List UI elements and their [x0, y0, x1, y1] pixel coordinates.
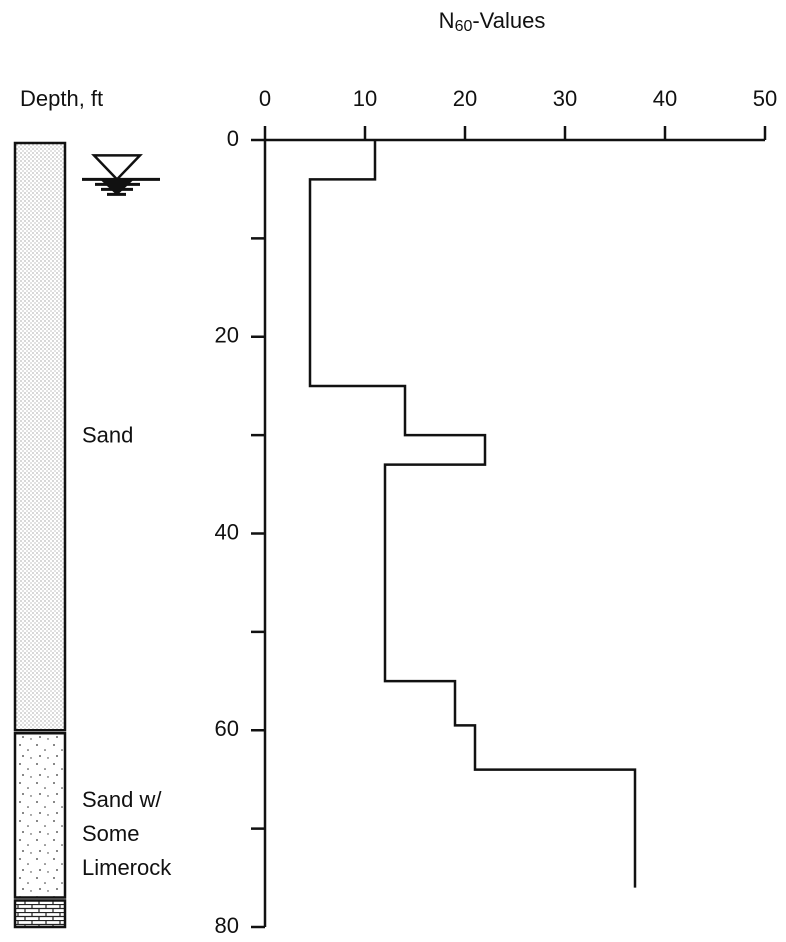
water-table — [82, 154, 160, 196]
x-tick-label: 20 — [453, 86, 477, 111]
y-tick-label: 0 — [227, 126, 239, 151]
n60-profile — [308, 140, 637, 888]
layer-label: Sand w/ — [82, 787, 162, 812]
water-table-triangle — [91, 154, 143, 182]
layer-label: Sand — [82, 422, 133, 447]
x-tick-label: 50 — [753, 86, 777, 111]
y-tick-label: 20 — [215, 323, 239, 348]
x-tick-label: 0 — [259, 86, 271, 111]
soil-layer — [13, 732, 67, 899]
water-table-fill — [100, 179, 134, 196]
soil-layer — [13, 141, 67, 732]
y-axis-title: Depth, ft — [20, 86, 103, 111]
x-axis-title: N60-Values — [439, 8, 546, 35]
layer-label: Limerock — [82, 855, 172, 880]
y-tick-label: 60 — [215, 716, 239, 741]
x-tick-label: 40 — [653, 86, 677, 111]
x-tick-label: 30 — [553, 86, 577, 111]
y-tick-label: 40 — [215, 519, 239, 544]
y-tick-label: 80 — [215, 913, 239, 938]
layer-label: Some — [82, 821, 139, 846]
soil-layer — [13, 899, 67, 929]
x-tick-label: 10 — [353, 86, 377, 111]
